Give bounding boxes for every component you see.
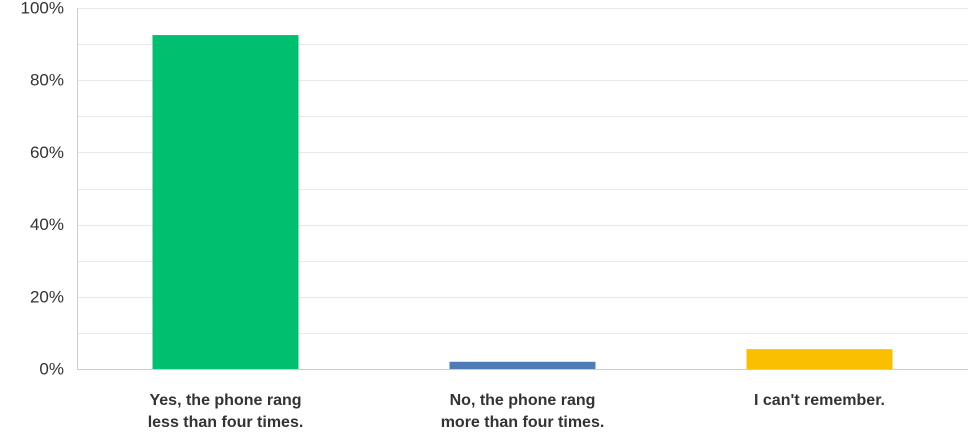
- bar-2: [449, 361, 596, 369]
- y-tick-labels: 0% 20% 40% 60% 80% 100%: [21, 0, 64, 379]
- bar-1: [152, 35, 299, 369]
- y-tick-label: 100%: [21, 0, 64, 18]
- y-tick-label: 80%: [30, 71, 64, 90]
- y-tick-label: 60%: [30, 143, 64, 162]
- y-tick-label: 0%: [39, 360, 64, 379]
- bar-3: [746, 349, 893, 369]
- y-tick-label: 20%: [30, 287, 64, 306]
- bars: [152, 35, 893, 369]
- category-label-1: Yes, the phone rang less than four times.: [148, 392, 304, 431]
- y-tick-label: 40%: [30, 215, 64, 234]
- x-category-labels: Yes, the phone rang less than four times.…: [148, 392, 885, 431]
- category-label-3: I can't remember.: [754, 392, 885, 409]
- axes: [77, 8, 968, 370]
- category-label-2: No, the phone rang more than four times.: [441, 392, 605, 431]
